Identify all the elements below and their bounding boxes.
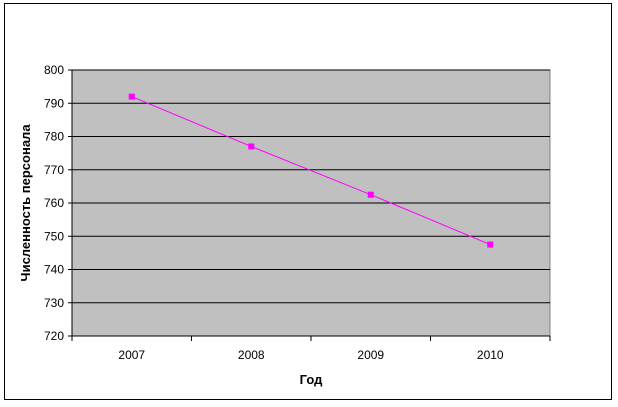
gridlines (72, 69, 550, 304)
y-tick-label-770: 770 (44, 163, 64, 177)
y-tick-label-740: 740 (44, 263, 64, 277)
y-tick-label-760: 760 (44, 196, 64, 210)
series-group (128, 93, 494, 248)
data-point-2008 (248, 143, 255, 150)
x-tick-label-2010: 2010 (477, 348, 504, 362)
data-point-2009 (367, 191, 374, 198)
y-tick-label-790: 790 (44, 96, 64, 110)
y-axis-title: Численность персонала (18, 124, 33, 282)
y-tick-label-730: 730 (44, 296, 64, 310)
x-tick-label-2009: 2009 (357, 348, 384, 362)
y-tick-label-800: 800 (44, 63, 64, 77)
x-axis-title: Год (300, 372, 323, 387)
y-tick-label-780: 780 (44, 130, 64, 144)
x-tick-label-2007: 2007 (118, 348, 145, 362)
series-line-0 (131, 96, 491, 246)
y-axis-tick-labels: 720 730 740 750 760 770 780 790 800 (44, 63, 64, 343)
x-axis-tick-labels: 2007 2008 2009 2010 (118, 348, 504, 362)
x-tick-label-2008: 2008 (238, 348, 265, 362)
axes (68, 69, 551, 341)
y-tick-label-720: 720 (44, 329, 64, 343)
data-point-2007 (128, 93, 135, 100)
y-tick-label-750: 750 (44, 229, 64, 243)
data-point-2010 (487, 241, 494, 248)
